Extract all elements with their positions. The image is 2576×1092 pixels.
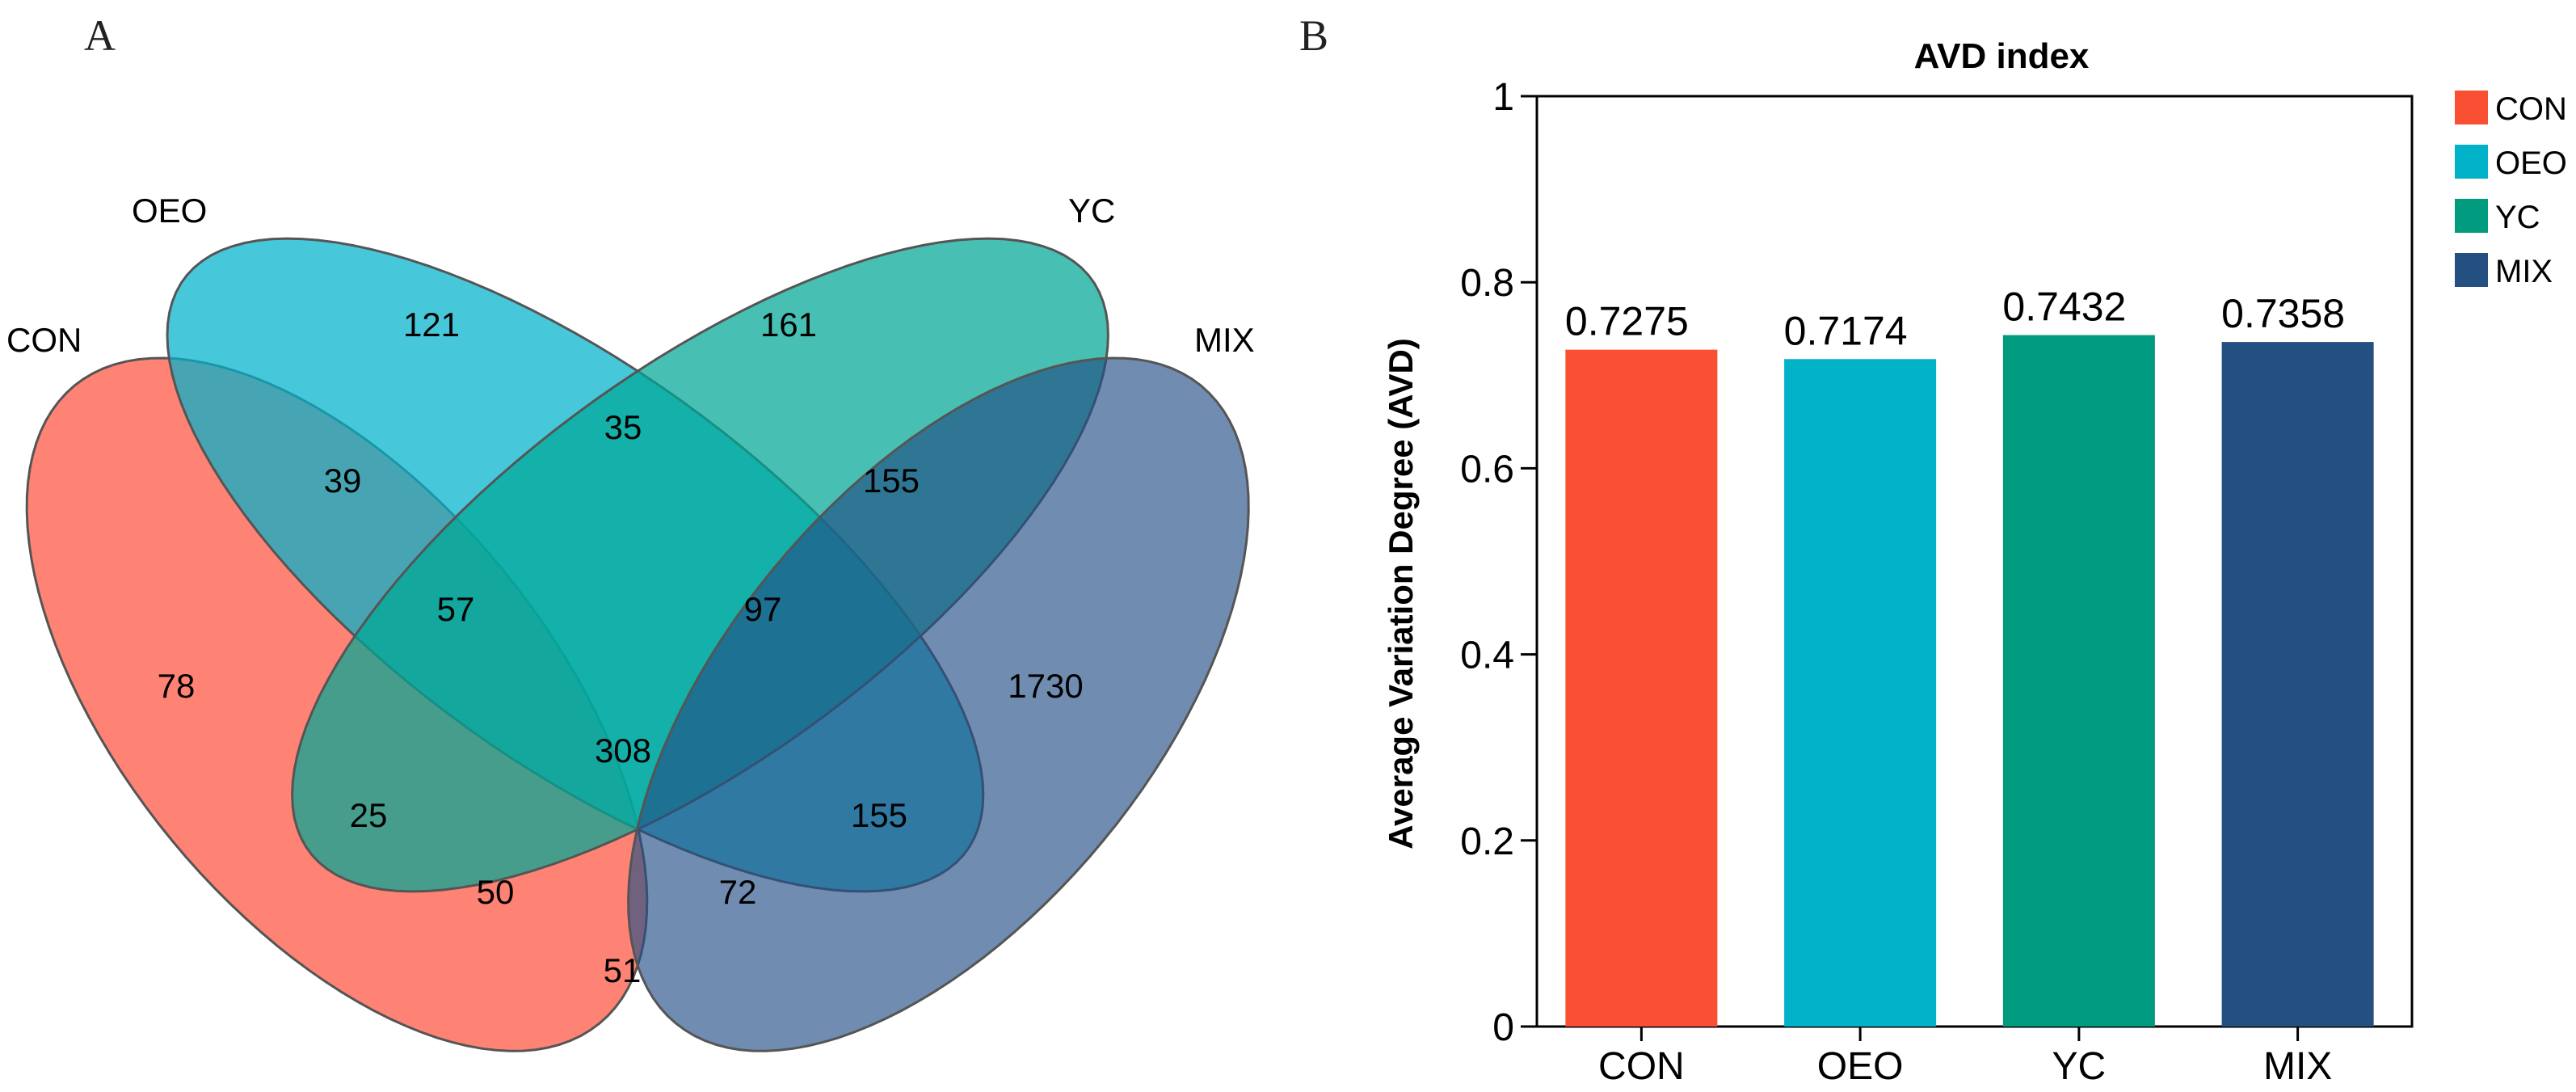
venn-region-count: 78 <box>158 667 196 705</box>
legend-label: YC <box>2495 200 2540 235</box>
y-tick-label: 0.6 <box>1460 448 1514 491</box>
legend-swatch-con <box>2455 91 2488 124</box>
legend-label: OEO <box>2495 145 2567 181</box>
bar-value-label: 0.7275 <box>1565 299 1689 344</box>
bar-con <box>1565 349 1718 1027</box>
y-tick-label: 0 <box>1492 1006 1514 1049</box>
venn-region-count: 50 <box>477 873 515 911</box>
venn-region-count: 35 <box>604 408 642 446</box>
y-tick-label: 0.2 <box>1460 820 1514 863</box>
venn-set-label-con: CON <box>6 321 82 359</box>
legend-swatch-oeo <box>2455 145 2488 179</box>
legend-label: MIX <box>2495 254 2553 289</box>
venn-region-count: 161 <box>760 306 817 344</box>
venn-region-count: 1730 <box>1008 667 1083 705</box>
venn-region-count: 121 <box>403 306 460 344</box>
venn-set-label-oeo: OEO <box>132 192 207 230</box>
bar-value-label: 0.7432 <box>2002 285 2126 330</box>
venn-region-count: 57 <box>437 590 475 628</box>
bar-mix <box>2221 342 2374 1027</box>
chart-title: AVD index <box>1914 36 2090 76</box>
plot-frame <box>1535 95 2414 1028</box>
x-tick-label: YC <box>2052 1045 2107 1088</box>
bar-value-label: 0.7358 <box>2221 291 2345 336</box>
venn-region-count: 51 <box>604 951 642 989</box>
y-axis-label: Average Variation Degree (AVD) <box>1382 338 1420 850</box>
bar-oeo <box>1784 359 1937 1027</box>
venn-region-count: 155 <box>863 462 920 500</box>
y-tick-label: 0.4 <box>1460 635 1514 677</box>
legend-swatch-yc <box>2455 199 2488 233</box>
legend-label: CON <box>2495 91 2567 127</box>
venn-set-label-yc: YC <box>1068 192 1115 230</box>
x-tick-label: CON <box>1598 1045 1685 1088</box>
bar-yc <box>2002 335 2155 1027</box>
venn-region-count: 39 <box>324 462 362 500</box>
legend-swatch-mix <box>2455 253 2488 287</box>
bar-chart: AVD index 0 0.2 0.4 0.6 0.8 1 Average Variation… <box>1382 36 2567 1088</box>
y-tick-label: 0.8 <box>1460 262 1514 305</box>
bar-value-label: 0.7174 <box>1784 308 1908 353</box>
venn-region-count: 25 <box>350 796 388 834</box>
venn-region-count: 308 <box>595 732 651 769</box>
venn-diagram: CON OEO YC MIX 121 161 39 35 155 57 97 78 1730 308 25 1… <box>6 192 1255 1052</box>
panel-label-a: A <box>84 11 116 60</box>
venn-region-count: 155 <box>851 796 907 834</box>
y-tick-label: 1 <box>1492 76 1514 119</box>
x-tick-label: OEO <box>1817 1045 1904 1088</box>
x-tick-label: MIX <box>2263 1045 2332 1088</box>
venn-set-mix <box>627 356 1250 1052</box>
venn-region-count: 72 <box>719 873 757 911</box>
venn-set-label-mix: MIX <box>1194 321 1255 359</box>
panel-label-b: B <box>1299 11 1328 60</box>
venn-region-count: 97 <box>744 590 782 628</box>
